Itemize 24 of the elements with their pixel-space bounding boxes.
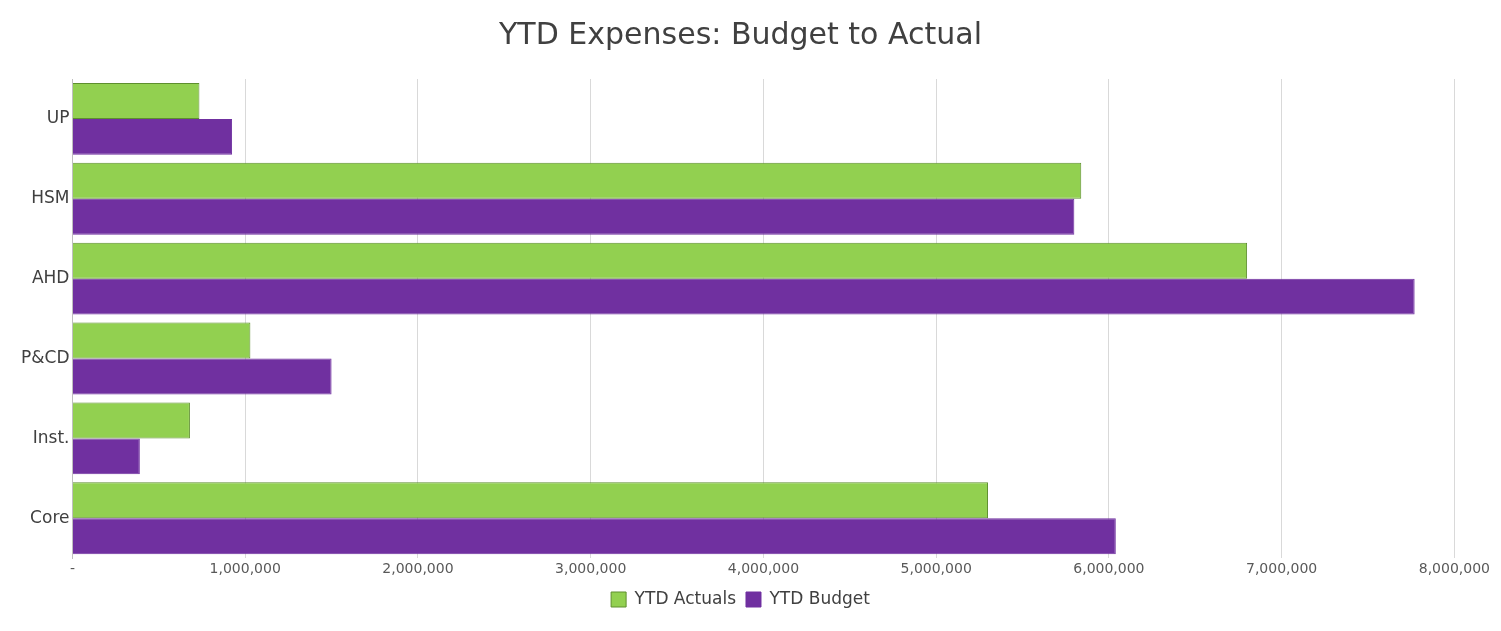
x-tick-label: - <box>69 560 75 577</box>
legend-label: YTD Actuals <box>633 587 737 608</box>
x-tick-label: 3,000,000 <box>555 560 627 577</box>
x-tick-label: 4,000,000 <box>727 560 800 577</box>
legend-label: YTD Budget <box>768 587 871 608</box>
x-tick-label: 7,000,000 <box>1246 560 1318 577</box>
x-tick-label: 1,000,000 <box>209 560 281 577</box>
bar <box>72 278 1415 315</box>
bar <box>72 198 1075 235</box>
bar <box>72 438 140 475</box>
y-tick-label: UP <box>46 107 70 128</box>
bar <box>72 518 1116 555</box>
bar <box>72 118 233 155</box>
y-tick-label: AHD <box>31 267 70 288</box>
x-tick-label: 8,000,000 <box>1418 560 1491 577</box>
y-tick-label: Core <box>30 506 70 527</box>
x-tick-label: 5,000,000 <box>900 560 972 577</box>
chart-title: YTD Expenses: Budget to Actual <box>498 15 982 51</box>
bar <box>72 358 332 395</box>
x-tick-label: 2,000,000 <box>382 560 454 577</box>
y-tick-label: P&CD <box>21 346 70 367</box>
x-tick-label: 6,000,000 <box>1073 560 1145 577</box>
y-tick-label: HSM <box>31 187 70 208</box>
y-tick-label: Inst. <box>32 426 70 447</box>
